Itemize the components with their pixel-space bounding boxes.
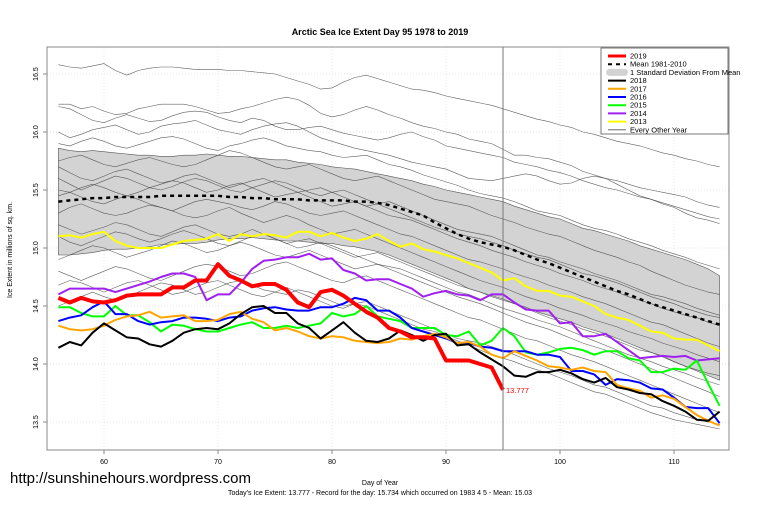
other-year-line <box>58 203 720 362</box>
legend-label: 2015 <box>630 101 647 110</box>
x-tick-label: 60 <box>100 459 108 466</box>
watermark: http://sunshinehours.wordpress.com <box>10 470 251 487</box>
legend-label: Mean 1981-2010 <box>630 60 687 69</box>
x-tick-label: 100 <box>554 459 566 466</box>
other-year-line <box>58 120 720 224</box>
other-year-line <box>58 230 720 386</box>
x-axis: 60 70 80 90 100 110 <box>100 450 680 466</box>
x-tick-label: 70 <box>214 459 222 466</box>
y-tick-label: 14.5 <box>33 299 40 313</box>
highlighted-series <box>57 230 721 427</box>
other-year-line <box>58 261 720 413</box>
legend-label: 2013 <box>630 117 647 126</box>
series-line-2019 <box>57 262 505 391</box>
y-tick-label: 15.0 <box>33 241 40 255</box>
mean-line <box>58 194 720 326</box>
y-tick-label: 15.5 <box>33 183 40 197</box>
legend-label: 2018 <box>630 76 647 85</box>
y-axis-label: Ice Extent in millions of sq. km. <box>7 202 14 298</box>
series-line-2018 <box>57 305 721 422</box>
mean-line-group <box>58 194 720 326</box>
sd-band <box>58 147 720 381</box>
y-axis: 13.5 14.0 14.5 15.0 15.5 16.0 16.5 <box>33 67 47 429</box>
y-tick-label: 14.0 <box>33 357 40 371</box>
x-tick-label: 80 <box>328 459 336 466</box>
other-year-line <box>58 136 720 270</box>
legend-label: 2014 <box>630 109 647 118</box>
legend-swatch-band <box>606 68 628 76</box>
legend-box <box>600 47 729 135</box>
other-year-line <box>58 280 720 430</box>
series-line-2017 <box>58 310 720 427</box>
y-tick-label: 16.5 <box>33 67 40 81</box>
x-tick-label: 90 <box>442 459 450 466</box>
y-tick-label: 16.0 <box>33 125 40 139</box>
series-line-2016 <box>58 296 721 424</box>
legend-label: 2016 <box>630 93 647 102</box>
other-year-line <box>58 150 720 295</box>
other-year-line <box>58 166 720 316</box>
chart-title: Arctic Sea Ice Extent Day 95 1978 to 201… <box>292 27 469 37</box>
y-tick-label: 13.5 <box>33 415 40 429</box>
legend-label: 2019 <box>630 52 647 61</box>
footer-stats: Today's Ice Extent: 13.777 - Record for … <box>228 490 532 497</box>
series-line-2014 <box>57 252 720 362</box>
other-year-line <box>58 106 720 220</box>
current-value-label: 13.777 <box>506 386 529 395</box>
series-line-2015 <box>58 305 721 407</box>
series-line-2013 <box>58 230 721 353</box>
legend-label: 2017 <box>630 84 647 93</box>
other-year-line <box>58 96 720 208</box>
sd-band-area <box>58 147 720 381</box>
other-years-lines <box>58 63 720 430</box>
other-year-line <box>58 175 720 318</box>
legend-label: Every Other Year <box>630 125 688 134</box>
x-tick-label: 110 <box>668 459 679 466</box>
other-year-line <box>58 63 720 168</box>
x-axis-label: Day of Year <box>362 480 399 487</box>
legend-label: 1 Standard Deviation From Mean <box>630 68 740 77</box>
other-year-line <box>58 180 720 326</box>
